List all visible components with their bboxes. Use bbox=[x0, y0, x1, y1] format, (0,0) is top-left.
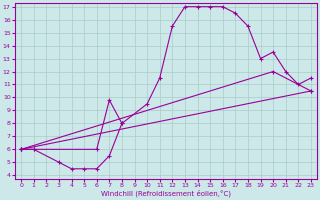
X-axis label: Windchill (Refroidissement éolien,°C): Windchill (Refroidissement éolien,°C) bbox=[101, 190, 231, 197]
